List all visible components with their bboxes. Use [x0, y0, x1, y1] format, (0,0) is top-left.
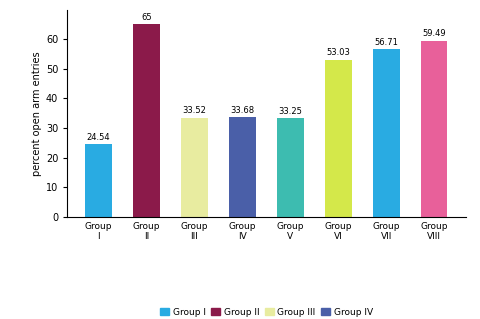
Text: 56.71: 56.71	[374, 38, 398, 47]
Text: 59.49: 59.49	[422, 29, 446, 38]
Bar	[85, 144, 112, 217]
Text: 53.03: 53.03	[326, 48, 350, 57]
Text: 33.52: 33.52	[182, 106, 206, 115]
Bar	[181, 118, 208, 217]
Text: 33.25: 33.25	[278, 107, 302, 116]
Bar	[277, 118, 303, 217]
Y-axis label: percent open arm entries: percent open arm entries	[32, 51, 42, 175]
Text: 33.68: 33.68	[230, 106, 254, 115]
Bar	[133, 24, 160, 217]
Text: 24.54: 24.54	[87, 133, 110, 142]
Bar	[229, 117, 256, 217]
Bar	[421, 41, 447, 217]
Text: 65: 65	[141, 13, 152, 22]
Legend: Group I, Group II, Group III, Group IV: Group I, Group II, Group III, Group IV	[156, 304, 376, 319]
Bar	[325, 60, 351, 217]
Bar	[373, 49, 399, 217]
